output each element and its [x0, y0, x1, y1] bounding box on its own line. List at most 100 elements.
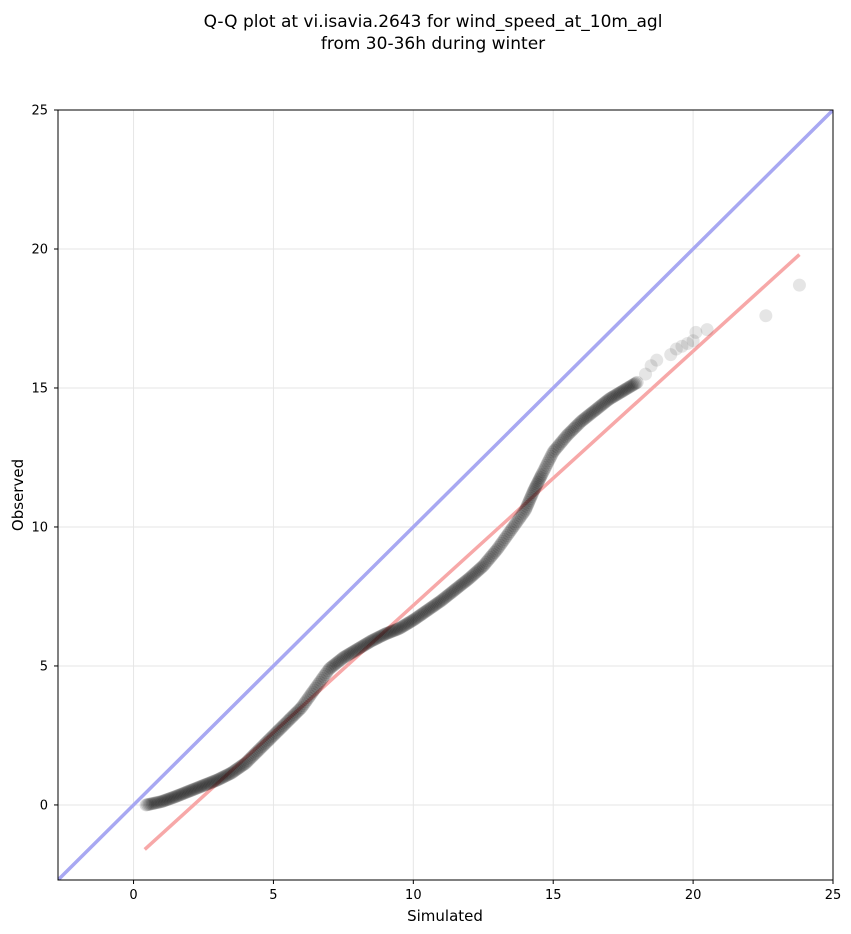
data-point: [567, 421, 581, 435]
data-point: [534, 469, 548, 483]
data-point: [201, 777, 215, 791]
data-point: [520, 499, 534, 513]
data-point: [427, 598, 441, 612]
data-point: [591, 401, 605, 415]
data-point: [198, 778, 212, 792]
data-point: [148, 796, 162, 810]
data-point: [142, 797, 156, 811]
data-point: [608, 389, 622, 403]
data-point: [412, 609, 426, 623]
data-point: [203, 776, 217, 790]
data-point: [268, 727, 282, 741]
data-point: [392, 621, 406, 635]
data-point: [585, 405, 599, 419]
data-point: [164, 791, 178, 805]
data-point: [383, 625, 397, 639]
data-point: [559, 430, 573, 444]
data-point: [618, 383, 632, 397]
data-point: [287, 708, 301, 722]
data-point: [530, 477, 544, 491]
data-point: [570, 419, 584, 433]
data-point: [535, 467, 549, 481]
data-point: [556, 433, 570, 447]
data-point: [360, 636, 374, 650]
data-point: [285, 710, 299, 724]
data-point: [422, 602, 436, 616]
data-point: [266, 728, 280, 742]
data-point: [212, 772, 226, 786]
data-point: [182, 784, 196, 798]
data-point: [566, 423, 580, 437]
data-point: [627, 377, 641, 391]
x-tick-label: 15: [545, 888, 562, 903]
data-point: [139, 798, 153, 812]
data-point: [213, 772, 227, 786]
data-point: [224, 766, 238, 780]
data-point: [759, 309, 773, 323]
data-point: [464, 570, 478, 584]
data-point: [176, 787, 190, 801]
data-point: [206, 775, 220, 789]
data-point: [493, 538, 507, 552]
data-point: [265, 730, 279, 744]
data-point: [322, 662, 336, 676]
data-point: [450, 581, 464, 595]
data-point: [329, 656, 343, 670]
data-point: [525, 488, 539, 502]
data-point: [452, 579, 466, 593]
data-point: [444, 586, 458, 600]
data-point: [792, 278, 806, 292]
data-point: [457, 576, 471, 590]
data-point: [145, 797, 159, 811]
data-point: [310, 679, 324, 693]
data-point: [397, 619, 411, 633]
x-tick-label: 5: [269, 888, 277, 903]
data-point: [353, 641, 367, 655]
fit-line: [143, 253, 801, 851]
data-point: [341, 648, 355, 662]
data-point: [681, 337, 695, 351]
chart-title-line-1: Q-Q plot at vi.isavia.2643 for wind_spee…: [204, 12, 663, 32]
data-point: [553, 437, 567, 451]
data-point: [241, 753, 255, 767]
data-point: [629, 376, 643, 390]
data-point: [304, 687, 318, 701]
data-point: [384, 625, 398, 639]
data-point: [367, 633, 381, 647]
identity-line: [58, 110, 833, 880]
data-point: [430, 597, 444, 611]
data-point: [157, 794, 171, 808]
data-point: [156, 794, 170, 808]
data-point: [445, 585, 459, 599]
data-point: [465, 569, 479, 583]
data-point: [590, 402, 604, 416]
data-point: [492, 540, 506, 554]
data-point: [599, 394, 613, 408]
data-point: [583, 408, 597, 422]
data-point: [153, 795, 167, 809]
data-point: [297, 697, 311, 711]
data-point: [380, 626, 394, 640]
data-point: [588, 403, 602, 417]
data-point: [497, 532, 511, 546]
data-point: [177, 786, 191, 800]
data-point: [335, 652, 349, 666]
data-points: [139, 278, 806, 812]
data-point: [606, 390, 620, 404]
data-point: [376, 628, 390, 642]
data-point: [473, 561, 487, 575]
data-point: [571, 417, 585, 431]
data-point: [311, 677, 325, 691]
data-point: [181, 785, 195, 799]
data-point: [280, 715, 294, 729]
data-point: [451, 580, 465, 594]
data-point: [402, 616, 416, 630]
data-point: [195, 779, 209, 793]
data-point: [230, 762, 244, 776]
data-point: [601, 393, 615, 407]
data-point: [160, 793, 174, 807]
data-point: [286, 709, 300, 723]
data-point: [546, 445, 560, 459]
data-point: [369, 632, 383, 646]
data-point: [454, 578, 468, 592]
